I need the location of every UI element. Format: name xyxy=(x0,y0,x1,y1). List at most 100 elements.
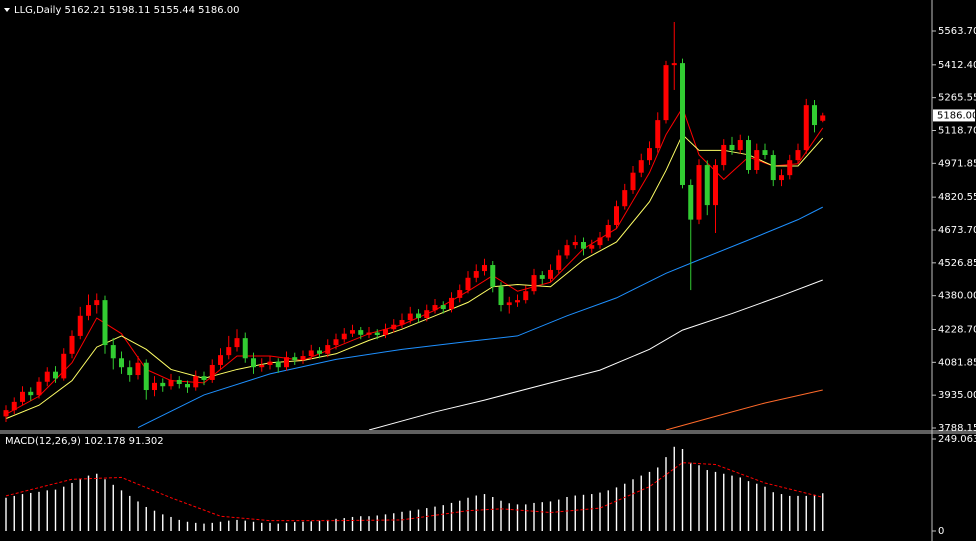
candle-body xyxy=(358,330,364,335)
candle-body xyxy=(762,150,768,156)
candle-body xyxy=(119,358,124,368)
last-price-label: 5186.00 xyxy=(937,110,976,121)
y-tick-label: 4673.70 xyxy=(938,225,976,236)
candle-body xyxy=(143,362,149,391)
candle-body xyxy=(746,140,751,171)
candle-body xyxy=(655,120,661,149)
candle-body xyxy=(622,190,628,207)
candle-body xyxy=(820,115,826,121)
candle-body xyxy=(160,382,166,387)
candle-body xyxy=(704,165,710,206)
candle-body xyxy=(647,148,652,161)
candle-body xyxy=(795,150,801,161)
candle-body xyxy=(350,330,355,334)
candle-body xyxy=(53,371,58,379)
candle-body xyxy=(259,364,265,368)
candle-body xyxy=(399,320,405,325)
candle-body xyxy=(61,353,67,379)
candle-body xyxy=(457,290,463,298)
candle-body xyxy=(234,338,240,348)
axis-labels: 5563.70 5412.40 5265.55 5118.70 4971.85 4820.… xyxy=(932,26,976,537)
candle-body xyxy=(630,172,636,191)
candle-body xyxy=(696,165,702,220)
candle-body xyxy=(135,362,141,376)
candle-body xyxy=(564,245,570,256)
candle-body xyxy=(152,382,157,391)
candle-body xyxy=(226,347,232,356)
candle-body xyxy=(713,165,718,206)
candle-body xyxy=(424,310,430,319)
candle-body xyxy=(341,333,347,340)
candle-body xyxy=(737,140,743,151)
y-tick-label: 5265.55 xyxy=(938,93,976,104)
candle-body xyxy=(671,63,677,66)
candle-body xyxy=(473,271,479,278)
candle-body xyxy=(102,300,108,346)
candle-body xyxy=(284,357,289,368)
candle-body xyxy=(36,381,42,396)
candle-body xyxy=(729,144,735,151)
candle-body xyxy=(515,300,520,303)
candle-body xyxy=(292,357,298,361)
y-tick-label: 5118.70 xyxy=(938,125,976,136)
candle-body xyxy=(490,265,496,287)
candle-body xyxy=(531,275,537,292)
candle-body xyxy=(688,184,694,220)
candle-body xyxy=(548,269,553,279)
candle-body xyxy=(482,265,487,272)
candle-body xyxy=(94,300,100,306)
candle-body xyxy=(127,367,133,376)
candle-body xyxy=(663,65,669,121)
menu-triangle[interactable] xyxy=(4,8,10,12)
candle-body xyxy=(721,144,727,166)
candle-body xyxy=(506,302,512,306)
candle-body xyxy=(267,361,273,365)
candle-body xyxy=(11,401,17,411)
candle-body xyxy=(44,371,50,382)
candle-body xyxy=(432,305,438,311)
last-price-box xyxy=(933,109,975,122)
candle-body xyxy=(680,63,685,185)
candle-body xyxy=(754,150,760,171)
candle-body xyxy=(638,160,644,173)
candle-body xyxy=(498,286,504,306)
y-tick-label: 3788.15 xyxy=(938,423,976,434)
candle-body xyxy=(374,332,380,336)
candle-body xyxy=(556,255,562,270)
chart-title: LLG,Daily 5162.21 5198.11 5155.44 5186.0… xyxy=(14,5,240,16)
candle-body xyxy=(242,338,248,359)
candle-body xyxy=(391,324,397,330)
candle-body xyxy=(251,358,256,368)
moving-average xyxy=(137,206,823,429)
candle-body xyxy=(523,291,529,301)
signal-line xyxy=(5,462,823,522)
candle-body xyxy=(333,339,339,346)
candle-body xyxy=(465,277,471,291)
candle-body xyxy=(20,391,25,402)
candle-body xyxy=(110,345,116,359)
y-tick-label: 4526.85 xyxy=(938,258,976,269)
macd-pane xyxy=(5,446,824,531)
candle-body xyxy=(209,364,215,380)
y-tick-label: 4380.00 xyxy=(938,291,976,302)
moving-average xyxy=(665,389,823,430)
candle-body xyxy=(597,237,603,246)
price-pane xyxy=(3,21,826,430)
y-tick-label: 4228.70 xyxy=(938,324,976,335)
candle-body xyxy=(812,105,817,126)
y-tick-label: 5412.40 xyxy=(938,60,976,71)
candle-body xyxy=(86,305,91,316)
y-tick-label: 249.063 xyxy=(938,434,976,445)
candle-body xyxy=(383,329,388,336)
candle-body xyxy=(614,206,619,226)
y-tick-label: 4820.55 xyxy=(938,192,976,203)
candle-body xyxy=(69,335,75,354)
candle-body xyxy=(572,241,578,246)
y-tick-label: 3935.00 xyxy=(938,390,976,401)
y-tick-label: 4971.85 xyxy=(938,158,976,169)
candle-body xyxy=(449,297,454,310)
candle-body xyxy=(366,332,372,335)
candle-body xyxy=(176,379,182,384)
y-tick-label: 4081.85 xyxy=(938,357,976,368)
indicator-title: MACD(12,26,9) 102.178 91.302 xyxy=(5,436,164,447)
